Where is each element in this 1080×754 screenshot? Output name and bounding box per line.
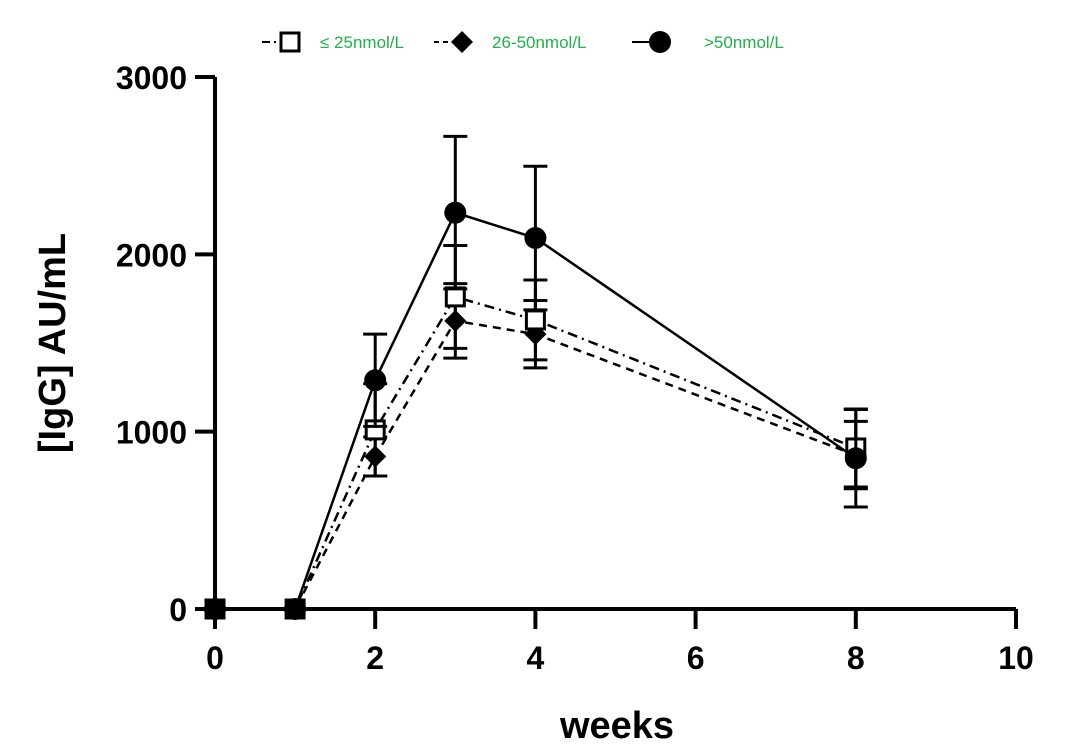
legend: ≤ 25nmol/L 26-50nmol/L >50nmol/L bbox=[262, 31, 784, 53]
legend-label: 26-50nmol/L bbox=[492, 33, 587, 52]
x-axis-label: weeks bbox=[559, 705, 674, 747]
legend-item-1: 26-50nmol/L bbox=[434, 31, 587, 53]
series-line bbox=[215, 211, 857, 611]
legend-label: ≤ 25nmol/L bbox=[320, 33, 404, 52]
x-tick-label: 10 bbox=[998, 640, 1034, 676]
y-tick-label: 3000 bbox=[116, 60, 187, 96]
data-point bbox=[444, 201, 467, 224]
data-point bbox=[204, 598, 226, 620]
y-axis-label: [IgG] AU/mL bbox=[32, 233, 74, 453]
axes: 0 1000 2000 3000 0 2 4 6 8 10 bbox=[116, 60, 1034, 676]
legend-marker bbox=[279, 31, 301, 53]
data-point bbox=[524, 309, 546, 331]
legend-item-2: >50nmol/L bbox=[632, 31, 784, 53]
plot-area bbox=[204, 134, 868, 620]
legend-item-0: ≤ 25nmol/L bbox=[262, 31, 404, 53]
data-point bbox=[284, 598, 307, 620]
x-tick-label: 6 bbox=[687, 640, 705, 676]
series-line bbox=[215, 319, 857, 611]
data-point bbox=[844, 447, 867, 470]
y-tick-label: 1000 bbox=[116, 415, 187, 451]
legend-marker bbox=[649, 31, 671, 53]
y-tick-label: 0 bbox=[169, 592, 187, 628]
x-tick-label: 8 bbox=[847, 640, 865, 676]
data-point bbox=[364, 369, 387, 392]
legend-label: >50nmol/L bbox=[704, 33, 784, 52]
data-point bbox=[444, 286, 466, 308]
x-tick-label: 2 bbox=[366, 640, 384, 676]
data-point bbox=[524, 227, 547, 250]
series-2 bbox=[204, 134, 868, 620]
y-tick-label: 2000 bbox=[116, 237, 187, 273]
x-tick-label: 4 bbox=[527, 640, 545, 676]
x-tick-label: 0 bbox=[206, 640, 224, 676]
legend-marker bbox=[451, 31, 473, 53]
